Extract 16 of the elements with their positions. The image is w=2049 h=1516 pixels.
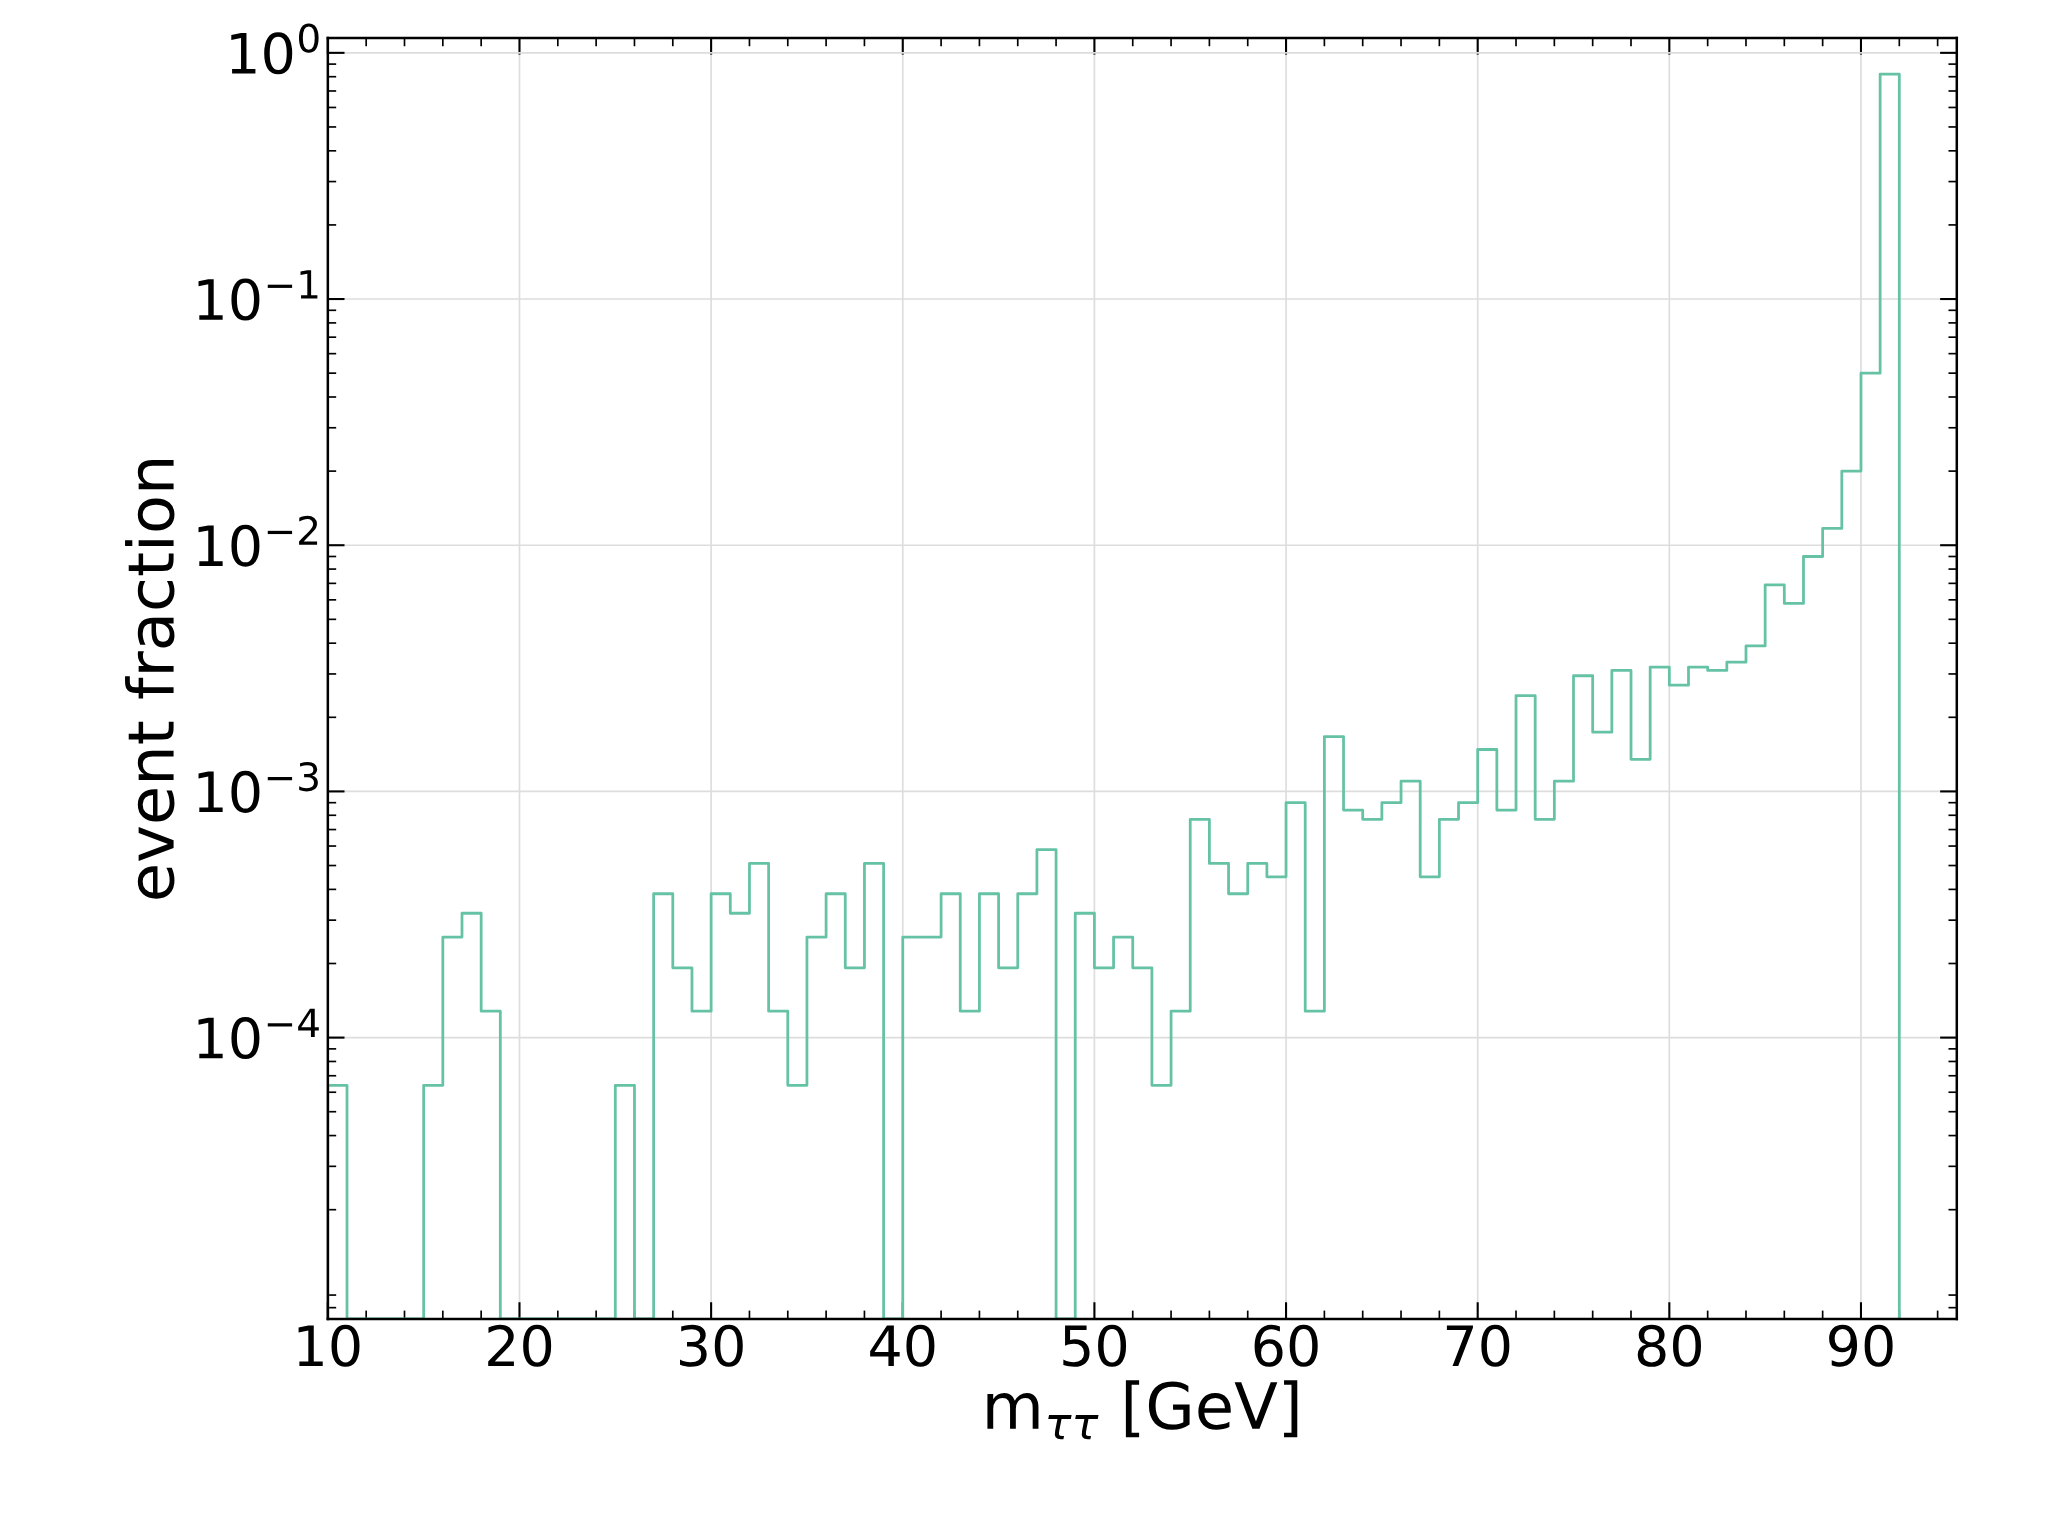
x-tick-label: 80 xyxy=(1637,1324,1701,1367)
x-tick-label: 60 xyxy=(1254,1324,1318,1367)
x-tick-label: 90 xyxy=(1829,1324,1893,1367)
x-axis-title: m$_{ττ}$ [GeV] xyxy=(987,1380,1298,1440)
x-tick-label: 40 xyxy=(870,1324,935,1367)
x-tick-label: 10 xyxy=(298,1324,360,1367)
x-tick-label: 30 xyxy=(680,1324,743,1367)
y-tick-label: 10$^{−1}$ xyxy=(198,270,318,321)
y-tick-label: 10$^{−3}$ xyxy=(198,761,318,813)
y-tick-label: 10$^{−2}$ xyxy=(198,515,318,567)
x-tick-label: 50 xyxy=(1063,1324,1127,1367)
y-axis-title: event fraction xyxy=(125,459,175,899)
x-tick-label: 20 xyxy=(488,1324,552,1367)
x-tick-label: 70 xyxy=(1446,1324,1510,1367)
y-tick-label: 10$^{−4}$ xyxy=(198,1008,319,1060)
y-tick-label: 10$^{0}$ xyxy=(231,23,319,75)
